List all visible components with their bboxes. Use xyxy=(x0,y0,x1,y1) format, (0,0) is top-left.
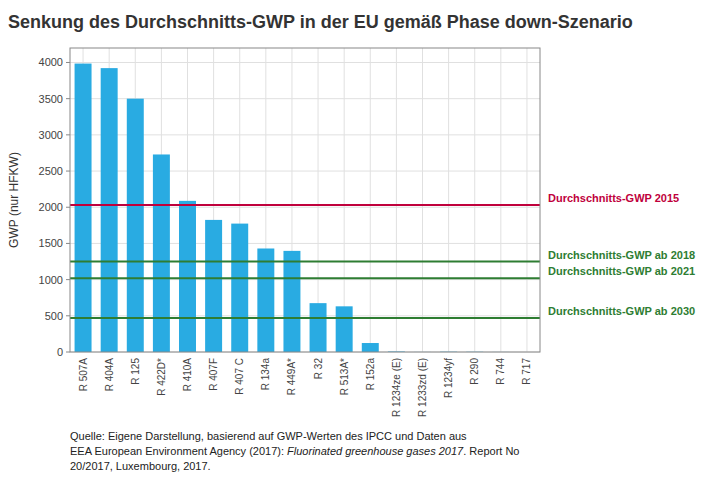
y-tick-label: 2500 xyxy=(39,165,63,177)
y-tick xyxy=(66,315,70,316)
plot-frame xyxy=(70,48,540,352)
y-tick xyxy=(66,62,70,63)
bar xyxy=(283,251,300,352)
x-grid-line xyxy=(396,48,397,352)
x-grid-line xyxy=(448,48,449,352)
x-tick-label: R 125 xyxy=(130,358,141,385)
bar xyxy=(257,248,274,352)
x-tick-label: R 32 xyxy=(313,358,324,380)
x-tick-label: R 1234ze (E) xyxy=(391,358,402,417)
bar xyxy=(75,64,92,352)
bar xyxy=(362,343,379,352)
y-tick-label: 4000 xyxy=(39,56,63,68)
caption-text: 20/2017, Luxembourg, 2017. xyxy=(70,460,211,472)
x-tick-label: R 422D* xyxy=(156,358,167,396)
x-tick-label: R 134a xyxy=(260,358,271,391)
y-tick-label: 500 xyxy=(45,310,63,322)
x-tick-label: R 290 xyxy=(469,358,480,385)
y-tick-label: 2000 xyxy=(39,201,63,213)
title: Senkung des Durchschnitts-GWP in der EU … xyxy=(8,12,633,32)
caption-text: Quelle: Eigene Darstellung, basierend au… xyxy=(70,430,467,442)
y-tick xyxy=(66,352,70,353)
caption-line: EEA European Environment Agency (2017): … xyxy=(70,445,519,457)
caption-line: Quelle: Eigene Darstellung, basierend au… xyxy=(70,430,467,442)
x-tick-label: R 407F xyxy=(208,358,219,391)
reference-line xyxy=(70,261,540,263)
bar xyxy=(310,303,327,352)
y-tick-label: 3000 xyxy=(39,129,63,141)
reference-line xyxy=(70,277,540,279)
reference-label: Durchschnitts-GWP 2015 xyxy=(548,192,679,204)
reference-label: Durchschnitts-GWP ab 2021 xyxy=(548,265,695,277)
x-tick-label: R 507A xyxy=(78,358,89,392)
y-tick xyxy=(66,243,70,244)
bar xyxy=(336,306,353,352)
x-tick-label: R 717 xyxy=(521,358,532,385)
y-axis-label: GWP (nur HFKW) xyxy=(7,152,21,248)
bar xyxy=(101,68,118,352)
x-tick-label: R 513A* xyxy=(339,358,350,395)
x-grid-line xyxy=(370,48,371,352)
y-tick-label: 3500 xyxy=(39,93,63,105)
x-tick-label: R 1234yf xyxy=(443,358,454,398)
x-grid-line xyxy=(526,48,527,352)
y-tick xyxy=(66,279,70,280)
x-grid-line xyxy=(474,48,475,352)
caption-line: 20/2017, Luxembourg, 2017. xyxy=(70,460,211,472)
y-tick xyxy=(66,207,70,208)
y-grid-line xyxy=(70,62,540,63)
y-tick-label: 1000 xyxy=(39,274,63,286)
caption-text: Fluorinated greenhouse gases 2017 xyxy=(287,445,464,457)
y-tick-label: 1500 xyxy=(39,237,63,249)
bar xyxy=(127,99,144,352)
bar xyxy=(231,224,248,352)
x-tick-label: R 1233zd (E) xyxy=(417,358,428,417)
x-tick-label: R 744 xyxy=(495,358,506,385)
reference-label: Durchschnitts-GWP ab 2030 xyxy=(548,305,695,317)
reference-label: Durchschnitts-GWP ab 2018 xyxy=(548,249,695,261)
y-tick xyxy=(66,134,70,135)
caption-text: EEA European Environment Agency (2017): xyxy=(70,445,287,457)
x-tick-label: R 410A xyxy=(182,358,193,392)
x-grid-line xyxy=(422,48,423,352)
y-tick-label: 0 xyxy=(57,346,63,358)
y-tick xyxy=(66,98,70,99)
y-tick xyxy=(66,171,70,172)
bar xyxy=(153,154,170,352)
x-tick-label: R 407 C xyxy=(234,358,245,395)
reference-line xyxy=(70,317,540,319)
chart: Senkung des Durchschnitts-GWP in der EU … xyxy=(0,0,728,492)
bars xyxy=(75,64,510,352)
x-tick-label: R 404A xyxy=(104,358,115,392)
caption-text: . Report No xyxy=(463,445,519,457)
x-grid-line xyxy=(500,48,501,352)
reference-lines xyxy=(70,205,540,318)
grid xyxy=(70,48,540,352)
bar xyxy=(205,220,222,352)
x-tick-label: R 449A* xyxy=(286,358,297,395)
bar xyxy=(179,201,196,352)
reference-line xyxy=(70,204,540,206)
x-tick-label: R 152a xyxy=(365,358,376,391)
